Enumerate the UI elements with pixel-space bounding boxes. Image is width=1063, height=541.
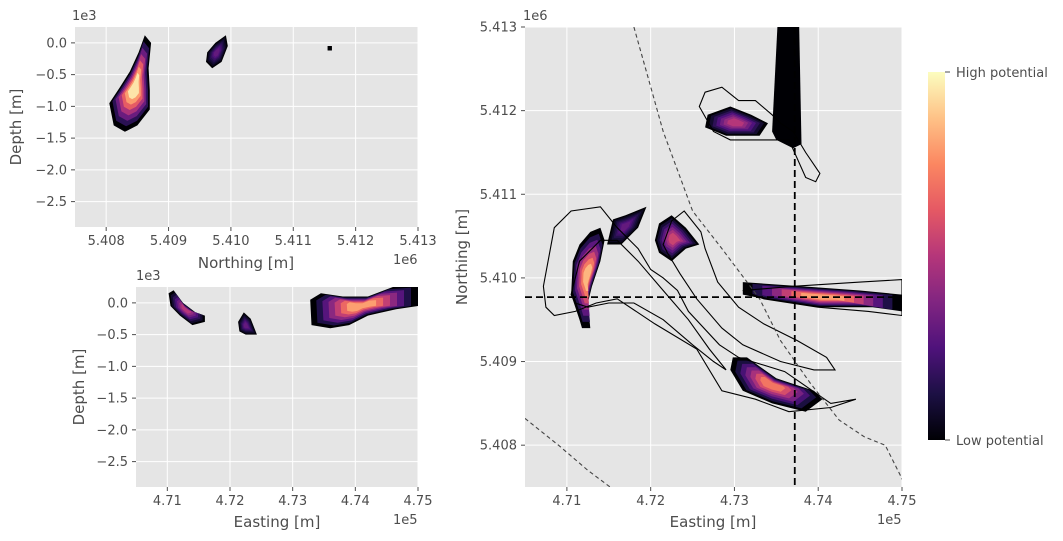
potential-body bbox=[730, 357, 823, 412]
section-easting-panel: 4.71 4.72 4.73 4.74 4.75 0.0 −0.5 −1.0 −1.5 −2.0… bbox=[70, 269, 432, 531]
y-tick-label: −2.0 bbox=[96, 423, 128, 438]
y-tick-label: 0.0 bbox=[46, 36, 67, 51]
colorbar-low-label: Low potential bbox=[956, 434, 1044, 449]
potential-body bbox=[310, 287, 418, 329]
potential-body-layer bbox=[346, 300, 377, 312]
x-tick-label: 4.75 bbox=[404, 494, 433, 509]
y-offset-label: 1e3 bbox=[136, 269, 161, 284]
potential-body bbox=[772, 27, 802, 149]
x-tick-label: 4.71 bbox=[153, 494, 182, 509]
x-offset-label: 1e5 bbox=[393, 513, 418, 528]
potential-body bbox=[238, 312, 257, 335]
x-tick-label: 4.73 bbox=[720, 494, 749, 509]
potential-body-layer bbox=[620, 221, 631, 232]
x-tick-label: 4.72 bbox=[216, 494, 245, 509]
x-tick-label: 4.71 bbox=[552, 494, 581, 509]
y-tick-label: −0.5 bbox=[35, 68, 67, 83]
y-tick-label: −0.5 bbox=[96, 328, 128, 343]
y-axis-label: Depth [m] bbox=[7, 89, 25, 166]
y-tick-label: 5.409 bbox=[480, 355, 517, 370]
x-tick-label: 4.74 bbox=[341, 494, 370, 509]
x-tick-label: 4.75 bbox=[888, 494, 917, 509]
potential-body bbox=[327, 46, 332, 51]
potential-body bbox=[705, 106, 768, 136]
x-tick-label: 4.72 bbox=[636, 494, 665, 509]
potential-body-layer bbox=[668, 232, 681, 246]
y-axis-label: Depth [m] bbox=[70, 349, 88, 426]
potential-body bbox=[206, 35, 228, 69]
x-axis-label: Easting [m] bbox=[670, 513, 757, 531]
y-tick-label: −2.5 bbox=[96, 455, 128, 470]
potential-body-layer bbox=[329, 47, 331, 49]
y-tick-label: −2.0 bbox=[35, 163, 67, 178]
potential-body bbox=[571, 227, 605, 329]
potential-body-layer bbox=[181, 304, 192, 314]
x-tick-label: 4.74 bbox=[804, 494, 833, 509]
y-tick-label: 5.408 bbox=[480, 439, 517, 454]
fault-boundary-line bbox=[633, 27, 902, 480]
section-northing-panel: 5.408 5.409 5.410 5.411 5.412 5.413 0.0 −0.5 −1… bbox=[7, 9, 437, 272]
y-offset-label: 1e3 bbox=[72, 9, 97, 24]
x-tick-label: 5.412 bbox=[337, 234, 374, 249]
potential-body bbox=[109, 35, 152, 132]
x-offset-label: 1e6 bbox=[393, 253, 418, 268]
x-tick-label: 5.409 bbox=[150, 234, 187, 249]
x-axis-label: Northing [m] bbox=[198, 254, 294, 272]
x-offset-label: 1e5 bbox=[877, 513, 902, 528]
potential-body-layer bbox=[127, 72, 140, 100]
potential-body-layer bbox=[783, 27, 792, 82]
geology-outline bbox=[742, 279, 902, 317]
geology-outline bbox=[662, 210, 837, 371]
y-tick-label: −2.5 bbox=[35, 195, 67, 210]
potential-body-layer bbox=[583, 263, 593, 291]
y-tick-label: 5.412 bbox=[480, 104, 517, 119]
x-tick-label: 4.73 bbox=[278, 494, 307, 509]
x-tick-label: 5.408 bbox=[88, 234, 125, 249]
geology-outline bbox=[542, 206, 857, 413]
colorbar: High potential Low potential bbox=[928, 66, 1048, 449]
geology-outline bbox=[698, 86, 821, 183]
x-tick-label: 5.410 bbox=[212, 234, 249, 249]
plot-background bbox=[136, 287, 418, 487]
colorbar-high-label: High potential bbox=[956, 66, 1048, 81]
x-tick-label: 5.413 bbox=[399, 234, 436, 249]
y-tick-label: 5.413 bbox=[480, 21, 517, 36]
geology-outline bbox=[570, 239, 727, 371]
potential-body bbox=[168, 290, 205, 326]
y-tick-label: −1.0 bbox=[35, 100, 67, 115]
y-tick-label: −1.5 bbox=[96, 392, 128, 407]
fault-boundary-line bbox=[525, 417, 612, 487]
y-tick-label: 5.410 bbox=[480, 271, 517, 286]
colorbar-gradient bbox=[928, 72, 945, 440]
x-axis-label: Easting [m] bbox=[234, 513, 321, 531]
y-tick-label: −1.0 bbox=[96, 360, 128, 375]
y-tick-label: 5.411 bbox=[480, 188, 517, 203]
y-axis-label: Northing [m] bbox=[453, 209, 471, 305]
potential-body-layer bbox=[243, 322, 249, 329]
potential-body bbox=[607, 206, 647, 245]
y-tick-label: 0.0 bbox=[107, 296, 128, 311]
potential-body-layer bbox=[760, 377, 786, 392]
potential-body-layer bbox=[213, 47, 220, 57]
y-tick-label: −1.5 bbox=[35, 132, 67, 147]
plan-view-panel: 4.71 4.72 4.73 4.74 4.75 5.408 5.409 5.410 5.41… bbox=[453, 9, 917, 531]
potential-body-layer bbox=[727, 118, 745, 127]
x-tick-label: 5.411 bbox=[275, 234, 312, 249]
y-offset-label: 1e6 bbox=[523, 9, 548, 24]
